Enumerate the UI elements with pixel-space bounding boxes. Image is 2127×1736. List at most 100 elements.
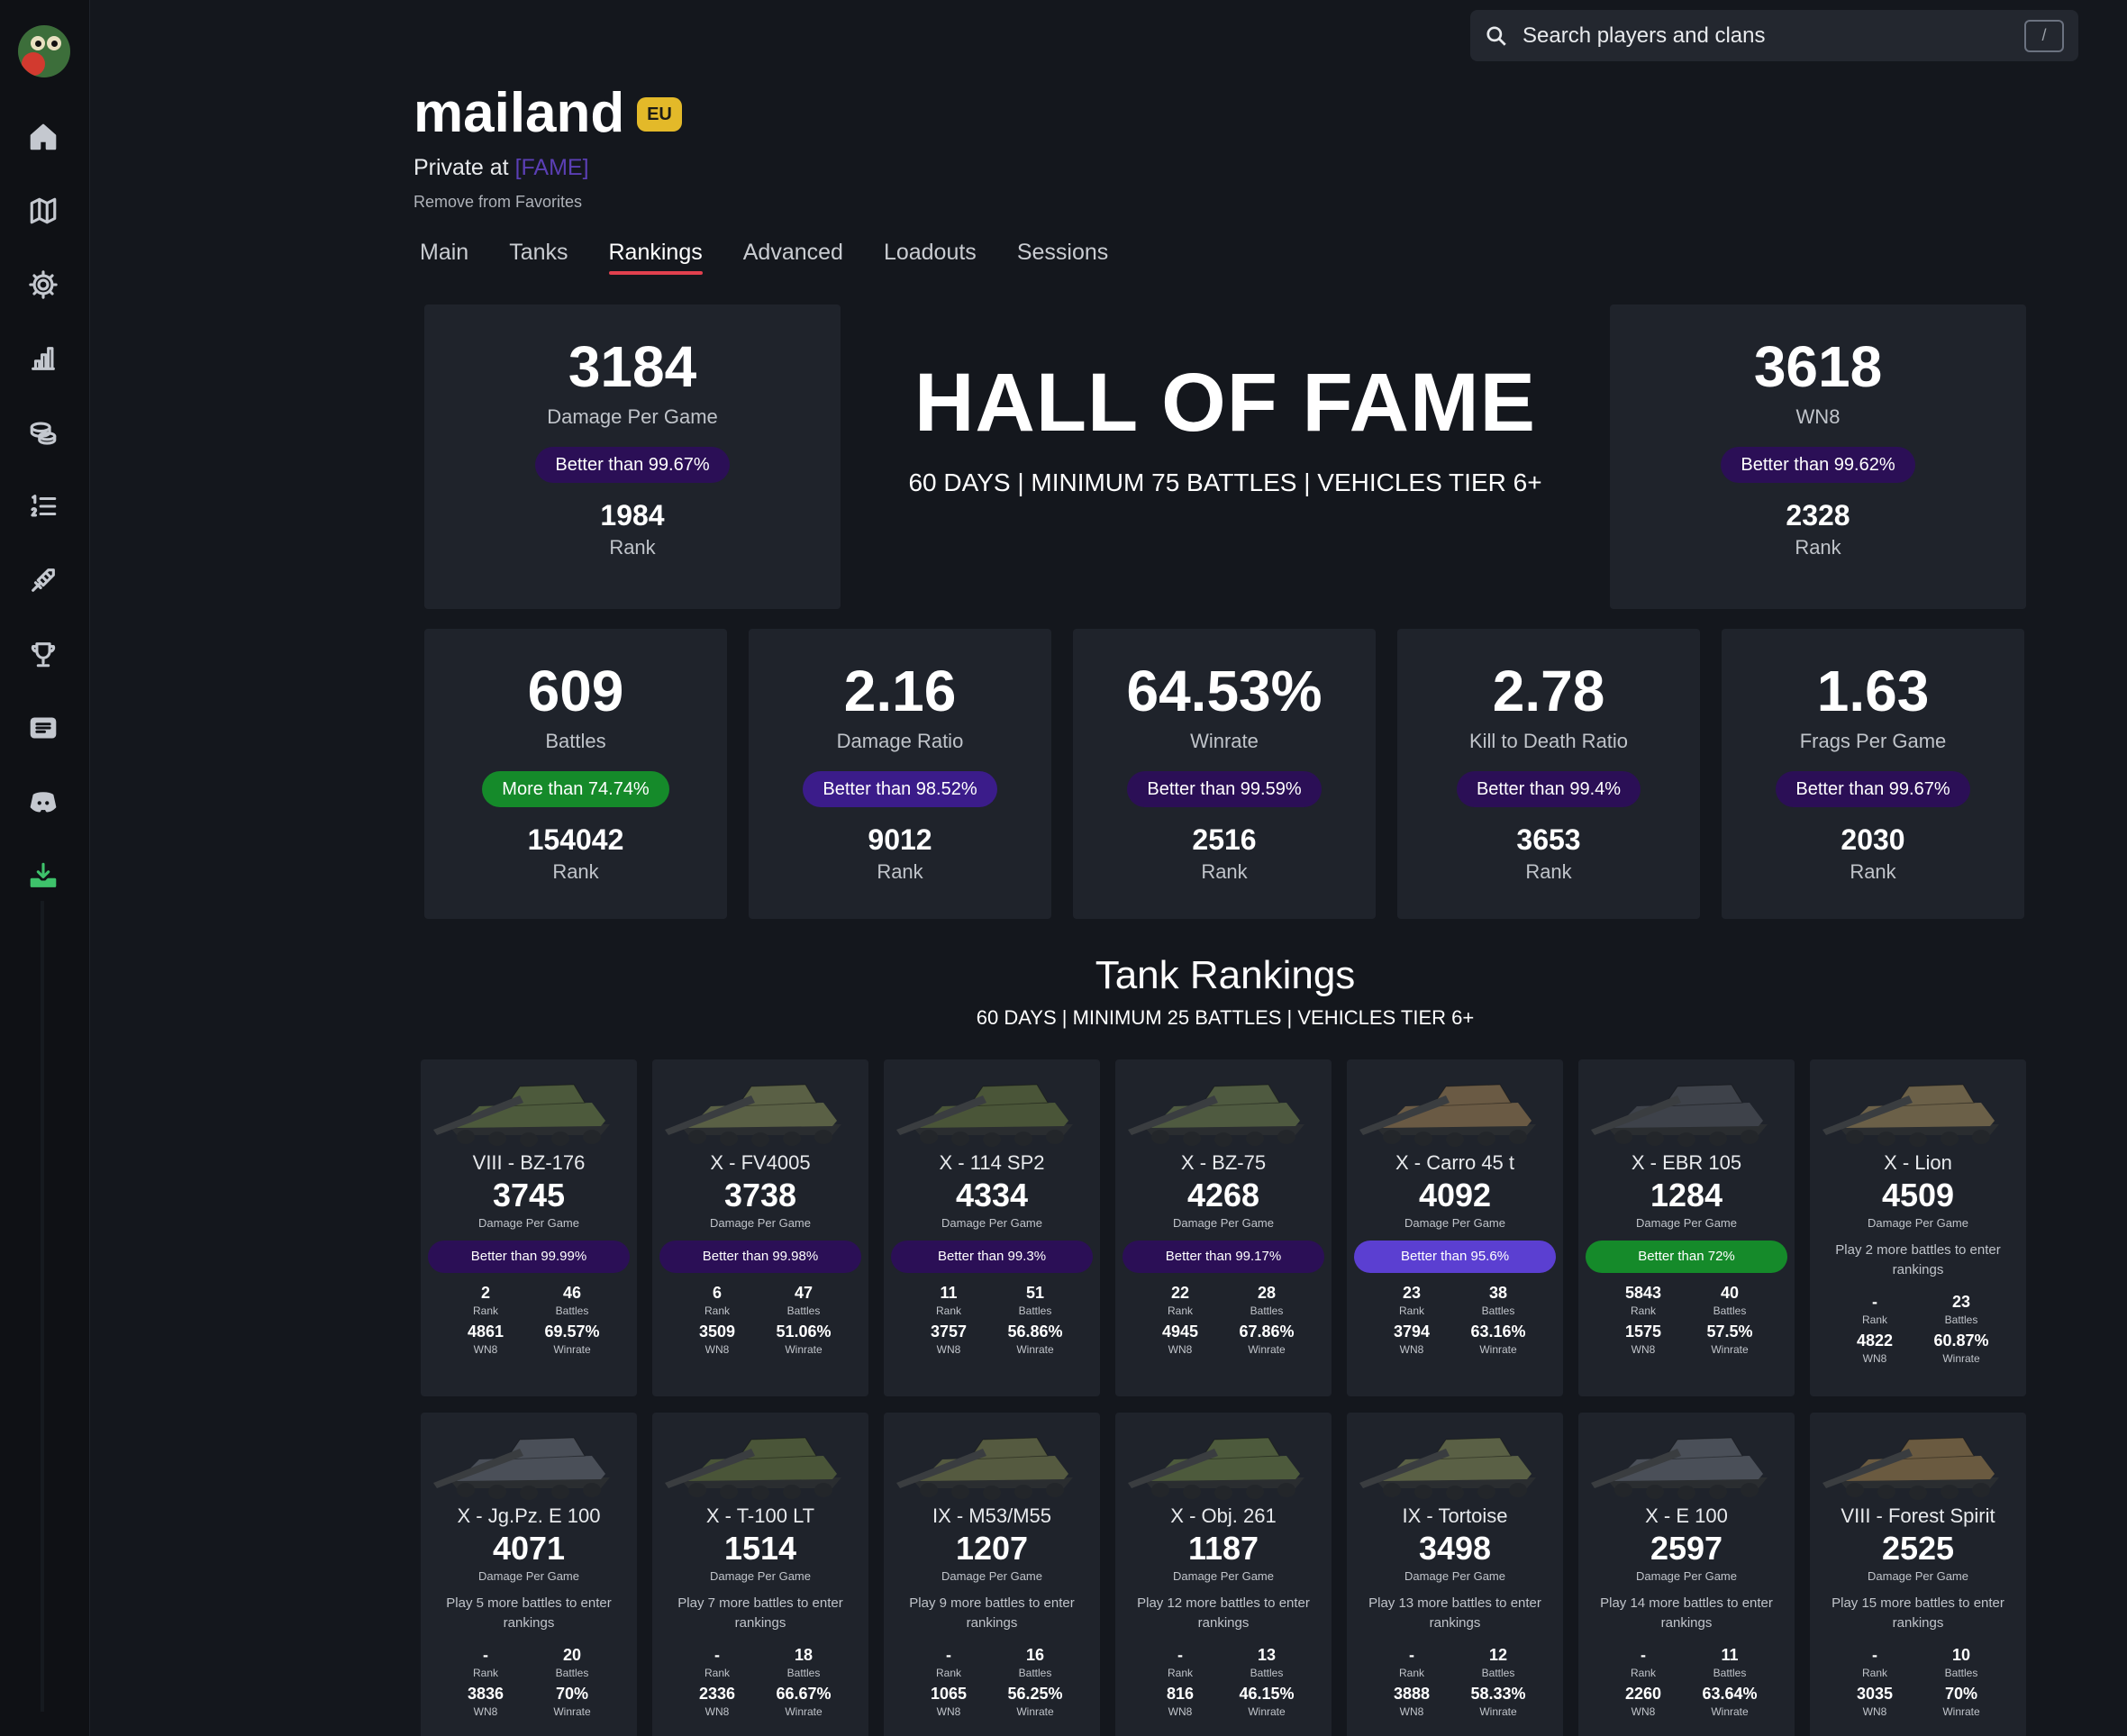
percentile-badge: Better than 99.4% bbox=[1456, 771, 1641, 807]
nav-leaderboards[interactable] bbox=[23, 486, 63, 526]
tank-dpg-value: 2525 bbox=[1881, 1530, 1955, 1567]
tank-dpg-label: Damage Per Game bbox=[941, 1569, 1042, 1583]
tank-rankings-note: Play 12 more battles to enter rankings bbox=[1137, 1595, 1310, 1631]
tank-wn8-label: WN8 bbox=[473, 1343, 498, 1356]
tank-dpg-label: Damage Per Game bbox=[1173, 1216, 1274, 1230]
remove-favorites-link[interactable]: Remove from Favorites bbox=[414, 193, 583, 211]
nav-news[interactable] bbox=[23, 708, 63, 748]
tab-loadouts[interactable]: Loadouts bbox=[883, 240, 977, 265]
clan-link[interactable]: [FAME] bbox=[514, 155, 589, 180]
tank-name: X - FV4005 bbox=[710, 1151, 811, 1174]
player-name: mailand bbox=[414, 82, 625, 144]
nav-economy[interactable] bbox=[23, 413, 63, 452]
tab-rankings[interactable]: Rankings bbox=[608, 240, 703, 275]
tank-card[interactable]: X - T-100 LT 1514 Damage Per Game Play 7… bbox=[652, 1413, 868, 1736]
tank-name: X - BZ-75 bbox=[1180, 1151, 1267, 1174]
tank-battles-value: 47 bbox=[794, 1284, 814, 1302]
percentile-badge: Better than 99.62% bbox=[1721, 447, 1915, 483]
tank-shell-icon bbox=[32, 568, 55, 592]
stat-card: 64.53% Winrate Better than 99.59% 2516 R… bbox=[1073, 629, 1376, 919]
nav-download[interactable] bbox=[23, 856, 63, 895]
tank-name: IX - Tortoise bbox=[1402, 1504, 1508, 1527]
nav-discord[interactable] bbox=[23, 782, 63, 822]
nav-settings[interactable] bbox=[23, 265, 63, 304]
tank-rankings-note: Play 2 more battles to enter rankings bbox=[1835, 1242, 2001, 1277]
tank-stats-grid: 2 Rank 46 Battles 4861 WN8 69.57% Winrate bbox=[442, 1284, 615, 1356]
tank-name: IX - M53/M55 bbox=[932, 1504, 1052, 1527]
tank-card[interactable]: X - 114 SP2 4334 Damage Per Game Better … bbox=[884, 1059, 1100, 1396]
tank-wn8-label: WN8 bbox=[473, 1705, 498, 1718]
tank-name: X - EBR 105 bbox=[1631, 1151, 1742, 1174]
tab-tanks[interactable]: Tanks bbox=[509, 240, 568, 265]
search-input[interactable]: Search players and clans / bbox=[1470, 10, 2078, 61]
tank-rank-label: Rank bbox=[704, 1304, 730, 1317]
tank-card[interactable]: VIII - BZ-176 3745 Damage Per Game Bette… bbox=[421, 1059, 637, 1396]
tank-card[interactable]: X - BZ-75 4268 Damage Per Game Better th… bbox=[1115, 1059, 1332, 1396]
tank-card[interactable]: X - Jg.Pz. E 100 4071 Damage Per Game Pl… bbox=[421, 1413, 637, 1736]
tank-battles-label: Battles bbox=[1481, 1304, 1515, 1317]
tank-winrate-label: Winrate bbox=[1479, 1705, 1517, 1718]
tank-card[interactable]: X - Lion 4509 Damage Per Game Play 2 mor… bbox=[1810, 1059, 2026, 1396]
stat-label: Damage Per Game bbox=[547, 405, 718, 428]
tank-card[interactable]: X - EBR 105 1284 Damage Per Game Better … bbox=[1578, 1059, 1795, 1396]
tank-battles-label: Battles bbox=[1018, 1667, 1052, 1679]
tank-rank-label: Rank bbox=[1630, 1667, 1656, 1679]
site-logo[interactable] bbox=[18, 25, 70, 77]
stat-card: 2.78 Kill to Death Ratio Better than 99.… bbox=[1397, 629, 1700, 919]
nav-ammo[interactable] bbox=[23, 560, 63, 600]
tank-card[interactable]: VIII - Forest Spirit 2525 Damage Per Gam… bbox=[1810, 1413, 2026, 1736]
stat-label: Kill to Death Ratio bbox=[1468, 730, 1629, 752]
tank-winrate-value: 57.5% bbox=[1706, 1322, 1753, 1341]
rank-label: Rank bbox=[609, 536, 656, 559]
nav-stats[interactable] bbox=[23, 339, 63, 378]
stat-label: Battles bbox=[545, 730, 606, 752]
tank-image bbox=[1347, 1413, 1563, 1512]
nav-home[interactable] bbox=[23, 117, 63, 157]
tank-wn8-value: 4945 bbox=[1161, 1322, 1199, 1341]
tank-wn8-value: 2260 bbox=[1624, 1685, 1662, 1703]
tank-image bbox=[1578, 1413, 1795, 1512]
tank-image bbox=[1810, 1059, 2026, 1159]
tank-wn8-label: WN8 bbox=[936, 1343, 961, 1356]
tank-wn8-value: 3757 bbox=[930, 1322, 968, 1341]
download-icon bbox=[30, 862, 57, 887]
rank-label: Rank bbox=[877, 860, 923, 883]
tank-battles-label: Battles bbox=[786, 1304, 821, 1317]
tank-rank-label: Rank bbox=[1861, 1313, 1887, 1326]
tank-card[interactable]: IX - M53/M55 1207 Damage Per Game Play 9… bbox=[884, 1413, 1100, 1736]
rank-value: 154042 bbox=[527, 823, 624, 856]
tab-advanced[interactable]: Advanced bbox=[742, 240, 843, 265]
tank-dpg-value: 4509 bbox=[1881, 1177, 1955, 1213]
tab-main[interactable]: Main bbox=[420, 240, 469, 265]
tank-name: X - Obj. 261 bbox=[1170, 1504, 1277, 1527]
tank-stats-grid: 22 Rank 28 Battles 4945 WN8 67.86% Winrate bbox=[1137, 1284, 1310, 1356]
tank-battles-label: Battles bbox=[555, 1304, 589, 1317]
tank-wn8-label: WN8 bbox=[704, 1343, 730, 1356]
tank-winrate-label: Winrate bbox=[553, 1343, 591, 1356]
tank-wn8-label: WN8 bbox=[704, 1705, 730, 1718]
wn8-ranking-card: 3618 WN8 Better than 99.62% 2328 Rank bbox=[1610, 304, 2026, 609]
tank-dpg-label: Damage Per Game bbox=[941, 1216, 1042, 1230]
tank-name: VIII - Forest Spirit bbox=[1841, 1504, 1995, 1527]
tab-sessions[interactable]: Sessions bbox=[1016, 240, 1109, 265]
tank-dpg-label: Damage Per Game bbox=[710, 1216, 811, 1230]
tank-winrate-value: 51.06% bbox=[776, 1322, 832, 1341]
nav-achievements[interactable] bbox=[23, 634, 63, 674]
profile-tabs: Main Tanks Rankings Advanced Loadouts Se… bbox=[420, 240, 1149, 275]
tank-card[interactable]: X - Carro 45 t 4092 Damage Per Game Bett… bbox=[1347, 1059, 1563, 1396]
tank-card[interactable]: X - E 100 2597 Damage Per Game Play 14 m… bbox=[1578, 1413, 1795, 1736]
tank-card[interactable]: X - FV4005 3738 Damage Per Game Better t… bbox=[652, 1059, 868, 1396]
rank-value: 2030 bbox=[1841, 823, 1905, 856]
tank-battles-value: 38 bbox=[1488, 1284, 1508, 1302]
search-icon bbox=[1486, 25, 1506, 46]
tank-rankings-note: Play 7 more battles to enter rankings bbox=[677, 1595, 843, 1631]
tank-icon bbox=[665, 1437, 841, 1500]
nav-map[interactable] bbox=[23, 191, 63, 231]
tank-card[interactable]: IX - Tortoise 3498 Damage Per Game Play … bbox=[1347, 1413, 1563, 1736]
tank-dpg-value: 4268 bbox=[1186, 1177, 1260, 1213]
tank-card[interactable]: X - Obj. 261 1187 Damage Per Game Play 1… bbox=[1115, 1413, 1332, 1736]
tank-image bbox=[884, 1413, 1100, 1512]
tank-stats-grid: - Rank 20 Battles 3836 WN8 70% Winrate bbox=[442, 1646, 615, 1718]
tank-image bbox=[1810, 1413, 2026, 1512]
tank-image bbox=[421, 1413, 637, 1512]
